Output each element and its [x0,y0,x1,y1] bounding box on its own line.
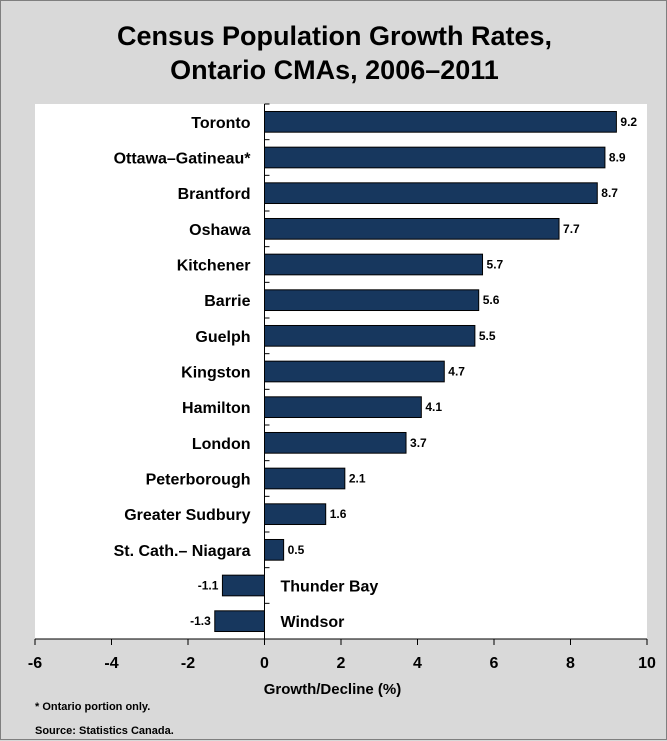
category-label-8: Hamilton [182,400,250,417]
value-label-2: 8.7 [601,186,618,200]
value-label-12: 0.5 [288,543,305,557]
x-axis-title: Growth/Decline (%) [264,681,402,698]
bar-7 [264,360,445,383]
footnote: * Ontario portion only. [35,701,151,713]
value-label-6: 5.5 [479,329,496,343]
category-label-4: Kitchener [177,258,251,275]
value-label-5: 5.6 [483,293,500,307]
x-tick-label-3: 0 [260,655,269,672]
x-tick-label-0: -6 [28,655,42,672]
bar-10 [264,467,346,490]
category-label-9: London [192,436,251,453]
category-label-13: Thunder Bay [281,579,379,596]
category-label-7: Kingston [181,365,250,382]
chart-title-line-2: Ontario CMAs, 2006–2011 [170,55,499,85]
value-label-11: 1.6 [330,507,347,521]
category-label-2: Brantford [178,186,251,203]
x-tick-label-7: 8 [566,655,575,672]
x-tick-label-2: -2 [181,655,195,672]
value-label-4: 5.7 [487,258,504,272]
category-label-0: Toronto [191,115,250,132]
bar-1 [264,146,606,169]
bar-0 [264,110,617,133]
value-label-13: -1.1 [198,579,219,593]
value-label-10: 2.1 [349,472,366,486]
bar-4 [264,253,484,276]
category-label-11: Greater Sudbury [124,507,250,524]
category-label-10: Peterborough [146,472,251,489]
value-label-8: 4.1 [425,400,442,414]
bar-11 [264,503,327,526]
category-label-5: Barrie [204,293,250,310]
chart-title-line-1: Census Population Growth Rates, [116,21,553,51]
category-label-14: Windsor [281,614,345,631]
chart-title: Census Population Growth Rates, Ontario … [1,19,667,87]
category-label-12: St. Cath.– Niagara [114,543,251,560]
value-label-14: -1.3 [190,614,211,628]
bar-2 [264,182,598,205]
x-tick-label-6: 6 [490,655,499,672]
bar-9 [264,431,407,454]
x-tick-label-5: 4 [413,655,422,672]
x-tick-label-8: 10 [638,655,656,672]
value-label-7: 4.7 [448,365,465,379]
labels-group: Toronto 9.2 Ottawa–Gatineau* 8.9 Brantford 8.… [28,115,656,698]
value-label-0: 9.2 [620,115,637,129]
source-note: Source: Statistics Canada. [35,725,174,737]
bar-13 [221,574,266,597]
bar-8 [264,396,422,419]
x-tick-label-1: -4 [104,655,118,672]
category-label-6: Guelph [195,329,250,346]
bar-3 [264,217,560,240]
bar-6 [264,324,476,347]
bar-5 [264,289,480,312]
value-label-9: 3.7 [410,436,427,450]
axes-group [34,103,648,645]
value-label-3: 7.7 [563,222,580,236]
bar-14 [214,610,265,633]
bar-12 [264,538,285,561]
value-label-1: 8.9 [609,151,626,165]
category-label-3: Oshawa [189,222,250,239]
x-tick-label-4: 2 [337,655,346,672]
category-label-1: Ottawa–Gatineau* [114,151,252,168]
